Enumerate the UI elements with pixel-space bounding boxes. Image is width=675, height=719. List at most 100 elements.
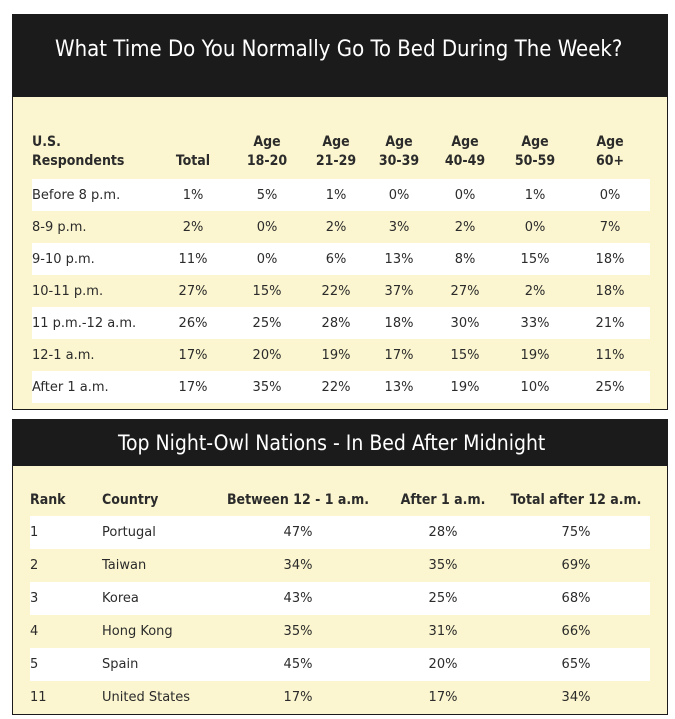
bedtime-table-body: Before 8 p.m. 1% 5% 1% 0% 0% 1% 0% 8-9 p.m. 2% 0% 2… [32,179,650,403]
percent-cell: 17% [156,371,230,403]
percent-cell: 69% [502,549,650,582]
time-range-label: 9-10 p.m. [32,243,156,275]
percent-cell: 34% [502,681,650,714]
column-header: Country [102,492,159,508]
percent-cell: 28% [304,307,368,339]
percent-cell: 43% [212,582,384,615]
column-header-line1: Age [521,134,549,150]
nations-header-row: Rank Country Between 12 - 1 a.m. After 1 a.… [30,482,650,508]
country-cell: Portugal [102,516,212,549]
percent-cell: 0% [430,179,500,211]
percent-cell: 15% [430,339,500,371]
column-header-line1: Age [596,134,624,150]
table-row: 11 p.m.-12 a.m. 26% 25% 28% 18% 30% 33% 21% [32,307,650,339]
bedtime-header-bar: What Time Do You Normally Go To Bed Duri… [13,15,667,97]
time-range-label: 8-9 p.m. [32,211,156,243]
rank-cell: 4 [30,615,102,648]
percent-cell: 7% [570,211,650,243]
nations-header-bar: Top Night-Owl Nations - In Bed After Mid… [13,420,667,466]
percent-cell: 17% [156,339,230,371]
bedtime-header-row: U.S. Respondents Total Age 18-20 Age 21-29 Age 3… [32,131,650,171]
bedtime-by-age-panel: What Time Do You Normally Go To Bed Duri… [12,14,668,410]
percent-cell: 0% [230,243,304,275]
percent-cell: 17% [368,339,430,371]
percent-cell: 20% [230,339,304,371]
rank-cell: 11 [30,681,102,714]
percent-cell: 2% [500,275,570,307]
column-header: Between 12 - 1 a.m. [226,492,370,508]
column-header-line2: Total [175,153,211,169]
percent-cell: 0% [500,211,570,243]
percent-cell: 5% [230,179,304,211]
percent-cell: 25% [570,371,650,403]
percent-cell: 2% [430,211,500,243]
column-header: Age 60+ [570,131,650,171]
percent-cell: 13% [368,243,430,275]
percent-cell: 2% [304,211,368,243]
percent-cell: 0% [230,211,304,243]
percent-cell: 8% [430,243,500,275]
percent-cell: 28% [384,516,502,549]
column-header-line2: Respondents [32,153,125,169]
column-header: Age 50-59 [500,131,570,171]
percent-cell: 15% [230,275,304,307]
percent-cell: 10% [500,371,570,403]
column-header: After 1 a.m. [400,492,486,508]
percent-cell: 11% [156,243,230,275]
table-row: Before 8 p.m. 1% 5% 1% 0% 0% 1% 0% [32,179,650,211]
column-header-line1: Age [385,134,413,150]
percent-cell: 20% [384,648,502,681]
percent-cell: 19% [500,339,570,371]
percent-cell: 11% [570,339,650,371]
percent-cell: 2% [156,211,230,243]
percent-cell: 13% [368,371,430,403]
percent-cell: 25% [384,582,502,615]
table-row: 11 United States 17% 17% 34% [30,681,650,714]
percent-cell: 19% [430,371,500,403]
percent-cell: 22% [304,275,368,307]
percent-cell: 68% [502,582,650,615]
percent-cell: 45% [212,648,384,681]
time-range-label: 12-1 a.m. [32,339,156,371]
percent-cell: 17% [212,681,384,714]
rank-cell: 1 [30,516,102,549]
night-owl-nations-panel: Top Night-Owl Nations - In Bed After Mid… [12,419,668,715]
table-row: 5 Spain 45% 20% 65% [30,648,650,681]
column-header-line2: 40-49 [444,153,486,169]
percent-cell: 35% [384,549,502,582]
percent-cell: 6% [304,243,368,275]
column-header-line1: Age [322,134,350,150]
country-cell: United States [102,681,212,714]
percent-cell: 26% [156,307,230,339]
percent-cell: 66% [502,615,650,648]
table-row: 9-10 p.m. 11% 0% 6% 13% 8% 15% 18% [32,243,650,275]
country-cell: Hong Kong [102,615,212,648]
percent-cell: 1% [500,179,570,211]
percent-cell: 18% [368,307,430,339]
percent-cell: 27% [156,275,230,307]
percent-cell: 21% [570,307,650,339]
country-cell: Korea [102,582,212,615]
table-row: 8-9 p.m. 2% 0% 2% 3% 2% 0% 7% [32,211,650,243]
percent-cell: 17% [384,681,502,714]
column-header-line2: 21-29 [315,153,357,169]
table-row: 3 Korea 43% 25% 68% [30,582,650,615]
time-range-label: 11 p.m.-12 a.m. [32,307,156,339]
column-header: Age 40-49 [430,131,500,171]
column-header-line2: 60+ [595,153,625,169]
bedtime-table-title: What Time Do You Normally Go To Bed Duri… [55,37,623,62]
percent-cell: 30% [430,307,500,339]
percent-cell: 65% [502,648,650,681]
table-row: 12-1 a.m. 17% 20% 19% 17% 15% 19% 11% [32,339,650,371]
percent-cell: 1% [304,179,368,211]
time-range-label: After 1 a.m. [32,371,156,403]
time-range-label: 10-11 p.m. [32,275,156,307]
table-row: 2 Taiwan 34% 35% 69% [30,549,650,582]
percent-cell: 33% [500,307,570,339]
column-header-line2: 18-20 [246,153,288,169]
table-row: After 1 a.m. 17% 35% 22% 13% 19% 10% 25% [32,371,650,403]
column-header: Total [156,131,230,171]
rank-cell: 5 [30,648,102,681]
percent-cell: 19% [304,339,368,371]
column-header-line2: 30-39 [378,153,420,169]
